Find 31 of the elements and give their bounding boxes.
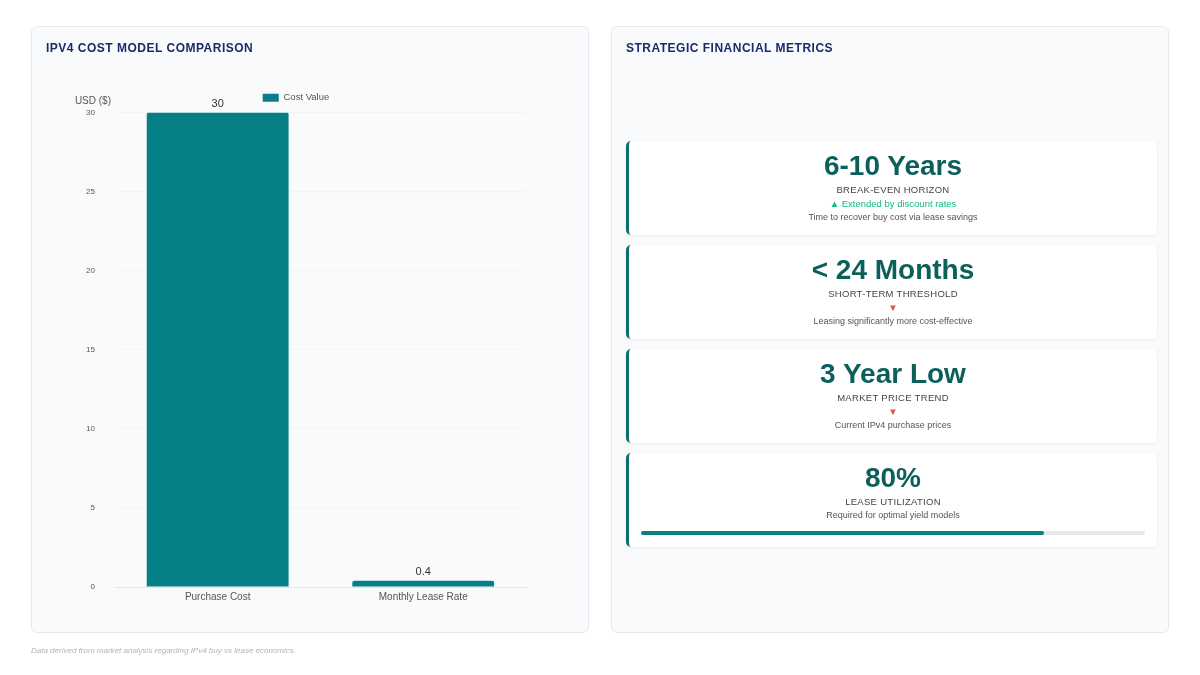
data-label: 0.4 [415, 565, 431, 578]
text: Data derived from market analysis regarding IPv4 buy vs lease economics. [31, 646, 297, 655]
text: ▼ [887, 302, 899, 313]
text: Required for optimal yield models [825, 510, 961, 520]
text: ▲ Extended by discount rates [828, 198, 958, 209]
chart-title: IPV4 COST MODEL COMPARISON [46, 41, 254, 55]
text: < 24 Months [810, 254, 976, 286]
y-tick-label: 10 [85, 424, 96, 434]
text: MARKET PRICE TREND [836, 392, 950, 403]
y-axis-title: USD ($) [74, 95, 112, 107]
y-tick-label: 5 [90, 503, 96, 513]
x-tick-label: Monthly Lease Rate [378, 590, 469, 602]
text: ▼ [887, 406, 899, 417]
y-tick-label: 30 [85, 107, 96, 117]
text: 6-10 Years [822, 150, 964, 182]
text: BREAK-EVEN HORIZON [835, 184, 951, 195]
text: LEASE UTILIZATION [844, 496, 942, 507]
text: Leasing significantly more cost-effective [812, 316, 974, 326]
text: Time to recover buy cost via lease savings [807, 212, 979, 222]
text: STRATEGIC FINANCIAL METRICS [626, 41, 834, 55]
text: 80% [863, 462, 922, 494]
text: SHORT-TERM THRESHOLD [827, 288, 959, 299]
x-tick-label: Purchase Cost [184, 590, 251, 602]
text: 3 Year Low [819, 358, 967, 390]
text: Current IPv4 purchase prices [833, 420, 953, 430]
data-label: 30 [211, 97, 224, 110]
y-tick-label: 25 [85, 186, 96, 196]
y-tick-label: 15 [85, 344, 96, 354]
y-tick-label: 0 [90, 582, 96, 592]
y-tick-label: 20 [85, 265, 96, 275]
legend-label: Cost Value [283, 91, 330, 103]
